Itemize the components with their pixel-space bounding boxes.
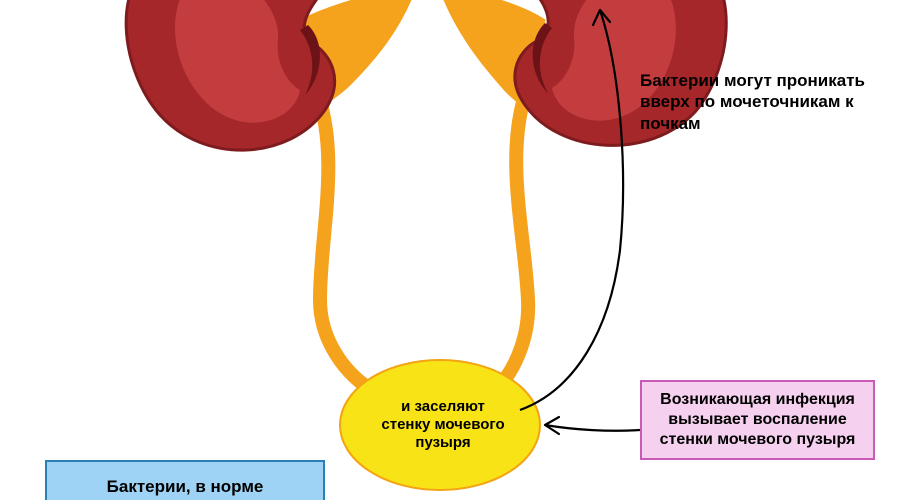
label-to-kidneys: Бактерии могут проникать вверх по мочето… xyxy=(640,70,870,134)
label-blue-box: Бактерии, в норме xyxy=(45,460,325,500)
left-kidney xyxy=(126,0,334,150)
label-pink-box: Возникающая инфекция вызывает воспаление… xyxy=(640,380,875,460)
ureters-group xyxy=(300,0,545,392)
diagram-canvas: Бактерии могут проникать вверх по мочето… xyxy=(0,0,900,500)
label-bladder-center: и заселяют стенку мочевого пузыря xyxy=(378,398,508,452)
